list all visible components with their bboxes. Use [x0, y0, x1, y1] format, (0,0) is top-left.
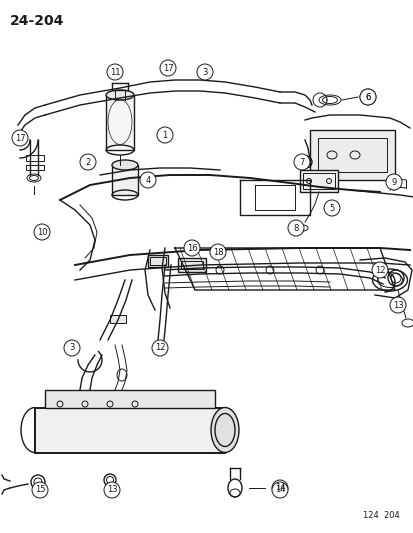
- Text: 3: 3: [69, 343, 74, 352]
- Circle shape: [197, 64, 212, 80]
- Text: 17: 17: [162, 63, 173, 72]
- Text: 3: 3: [202, 68, 207, 77]
- Bar: [178, 258, 206, 272]
- Text: 124  204: 124 204: [362, 511, 399, 520]
- Circle shape: [389, 297, 405, 313]
- Bar: [180, 261, 202, 269]
- Circle shape: [359, 89, 375, 105]
- Ellipse shape: [112, 160, 138, 170]
- Text: 4: 4: [145, 175, 150, 184]
- Bar: [106, 95, 134, 150]
- Bar: [35, 408, 224, 453]
- Text: 13: 13: [107, 486, 117, 495]
- Text: 9: 9: [390, 177, 396, 187]
- Bar: [45, 390, 214, 408]
- Circle shape: [385, 174, 401, 190]
- Text: 15: 15: [35, 486, 45, 495]
- Circle shape: [293, 154, 309, 170]
- Text: 10: 10: [37, 228, 47, 237]
- Text: 1: 1: [162, 131, 167, 140]
- Circle shape: [271, 482, 287, 498]
- Circle shape: [107, 64, 123, 80]
- Bar: [26, 165, 44, 170]
- Circle shape: [359, 89, 375, 105]
- Ellipse shape: [106, 90, 134, 100]
- Text: 11: 11: [109, 68, 120, 77]
- Text: 14: 14: [274, 483, 285, 492]
- Text: 2: 2: [85, 157, 90, 166]
- Text: 5: 5: [329, 204, 334, 213]
- Circle shape: [159, 60, 176, 76]
- Bar: [147, 255, 168, 267]
- Text: 13: 13: [392, 301, 402, 310]
- Circle shape: [34, 224, 50, 240]
- Circle shape: [12, 130, 28, 146]
- Circle shape: [323, 200, 339, 216]
- Bar: [150, 257, 166, 265]
- Bar: [317, 138, 386, 172]
- Ellipse shape: [211, 408, 238, 453]
- Circle shape: [271, 480, 287, 496]
- Text: 6: 6: [364, 93, 370, 101]
- Text: 17: 17: [14, 133, 25, 142]
- Text: 16: 16: [186, 244, 197, 253]
- Circle shape: [287, 220, 303, 236]
- Bar: [299, 170, 337, 192]
- Text: 12: 12: [154, 343, 165, 352]
- Text: 6: 6: [364, 93, 370, 101]
- Bar: [26, 155, 44, 161]
- Circle shape: [157, 127, 173, 143]
- Circle shape: [209, 244, 225, 260]
- Circle shape: [32, 482, 48, 498]
- Text: 8: 8: [292, 223, 298, 232]
- Bar: [309, 130, 394, 180]
- Circle shape: [371, 262, 387, 278]
- Circle shape: [183, 240, 199, 256]
- Circle shape: [140, 172, 156, 188]
- Circle shape: [80, 154, 96, 170]
- Text: 18: 18: [212, 247, 223, 256]
- Circle shape: [104, 482, 120, 498]
- Text: 12: 12: [374, 265, 385, 274]
- Bar: [302, 173, 334, 189]
- Circle shape: [152, 340, 168, 356]
- Text: 24-204: 24-204: [10, 14, 64, 28]
- Circle shape: [64, 340, 80, 356]
- Text: 14: 14: [274, 486, 285, 495]
- Bar: [110, 315, 126, 323]
- Text: 7: 7: [299, 157, 304, 166]
- Bar: [112, 165, 138, 195]
